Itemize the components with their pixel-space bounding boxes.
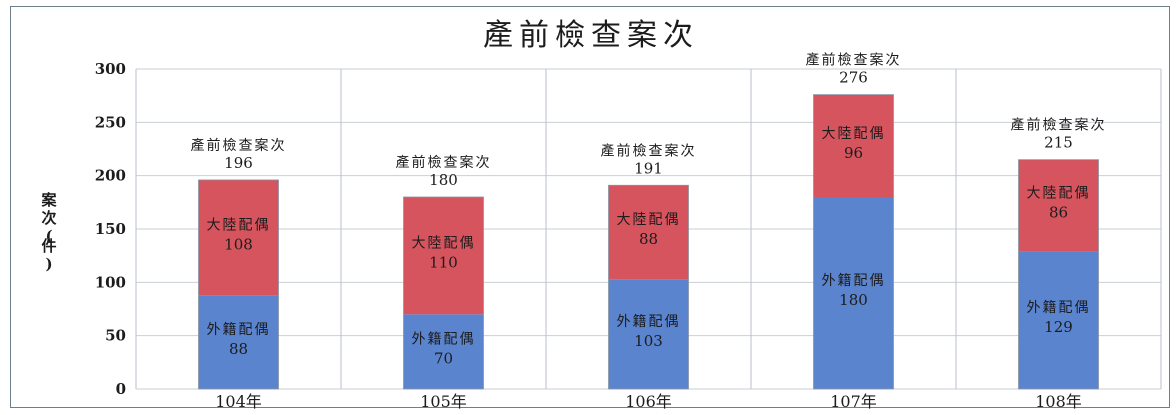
total-label-name-3: 產前檢查案次 [806,52,902,69]
bar-大陸配偶-105年 [403,197,484,315]
bar-大陸配偶-108年 [1018,159,1099,252]
bar-大陸配偶-106年 [608,185,689,280]
y-axis-label-char-1: 次 [41,209,56,227]
data-label-value-0-1: 70 [434,350,453,368]
bar-外籍配偶-105年 [403,314,484,389]
y-axis-label-char-3: 件 [41,237,56,255]
bar-outline-108年 [1018,159,1099,390]
data-label-name-1-2: 大陸配偶 [617,212,681,228]
data-labels: 外籍配偶88大陸配偶108產前檢查案次196外籍配偶70大陸配偶110產前檢查案… [191,52,1107,368]
data-label-name-0-1: 外籍配偶 [412,331,476,348]
data-label-name-1-0: 大陸配偶 [207,218,271,234]
y-axis-label-char-4: ) [45,255,52,273]
x-tick-labels: 104年 105年 106年 107年 108年 [215,392,1082,409]
data-label-value-1-2: 88 [639,230,658,248]
data-label-name-1-1: 大陸配偶 [412,236,476,252]
y-axis-label: 案次(件) [40,191,57,273]
total-label-value-0: 196 [224,154,253,172]
total-label-name-0: 產前檢查案次 [191,137,287,154]
total-label-value-2: 191 [634,159,663,177]
data-label-value-1-0: 108 [224,236,253,254]
total-label-value-4: 215 [1044,134,1073,152]
data-label-name-0-2: 外籍配偶 [617,313,681,330]
data-label-value-1-4: 86 [1049,204,1068,222]
y-axis-label-char-2: ( [45,227,52,245]
bar-outline-105年 [403,196,484,390]
total-label-name-2: 產前檢查案次 [601,142,697,159]
x-tick-label-4: 108年 [1035,392,1082,409]
total-label-name-4: 產前檢查案次 [1011,117,1107,134]
x-tick-label-2: 106年 [625,392,672,409]
data-label-value-0-2: 103 [634,332,663,350]
bar-outline-106年 [608,184,689,390]
bar-外籍配偶-107年 [813,197,894,389]
y-tick-label-4: 200 [95,167,126,185]
y-tick-label-6: 300 [95,60,126,78]
y-tick-label-3: 150 [95,220,126,238]
x-tick-label-3: 107年 [830,392,877,409]
y-tick-label-5: 250 [95,113,126,131]
data-label-name-1-3: 大陸配偶 [822,126,886,142]
chart-frame: 產前檢查案次 案次(件) 0 50 100 150 200 250 300 104年 105年… [10,6,1170,409]
data-label-name-0-4: 外籍配偶 [1027,299,1091,316]
y-tick-label-1: 50 [105,327,126,345]
total-label-name-1: 產前檢查案次 [396,154,492,171]
y-tick-label-0: 0 [116,380,126,398]
bar-大陸配偶-104年 [198,179,279,296]
data-label-value-1-1: 110 [429,254,458,272]
x-tick-label-1: 105年 [420,392,467,409]
bars [198,94,1099,390]
gridlines [135,68,1162,390]
bar-outline-104年 [198,179,279,390]
data-label-value-0-4: 129 [1044,318,1073,336]
data-label-value-0-0: 88 [229,340,248,358]
y-tick-labels: 0 50 100 150 200 250 300 [95,60,126,398]
data-label-name-1-4: 大陸配偶 [1027,186,1091,202]
y-tick-label-2: 100 [95,273,126,291]
bar-outline-107年 [813,94,894,390]
data-label-name-0-3: 外籍配偶 [822,272,886,289]
data-label-name-0-0: 外籍配偶 [207,321,271,338]
data-label-value-0-3: 180 [839,291,868,309]
chart-title: 產前檢查案次 [483,18,699,53]
bar-外籍配偶-104年 [198,295,279,389]
x-tick-label-0: 104年 [215,392,262,409]
bar-外籍配偶-106年 [608,279,689,389]
y-axis-label-char-0: 案 [40,191,57,209]
bar-大陸配偶-107年 [813,94,894,197]
data-label-value-1-3: 96 [844,144,863,162]
chart-svg: 產前檢查案次 案次(件) 0 50 100 150 200 250 300 104年 105年… [40,18,1162,409]
bar-外籍配偶-108年 [1018,251,1099,389]
y-axis-label-text: 案次(件) [40,191,57,273]
total-label-value-1: 180 [429,171,458,189]
total-label-value-3: 276 [839,69,868,87]
